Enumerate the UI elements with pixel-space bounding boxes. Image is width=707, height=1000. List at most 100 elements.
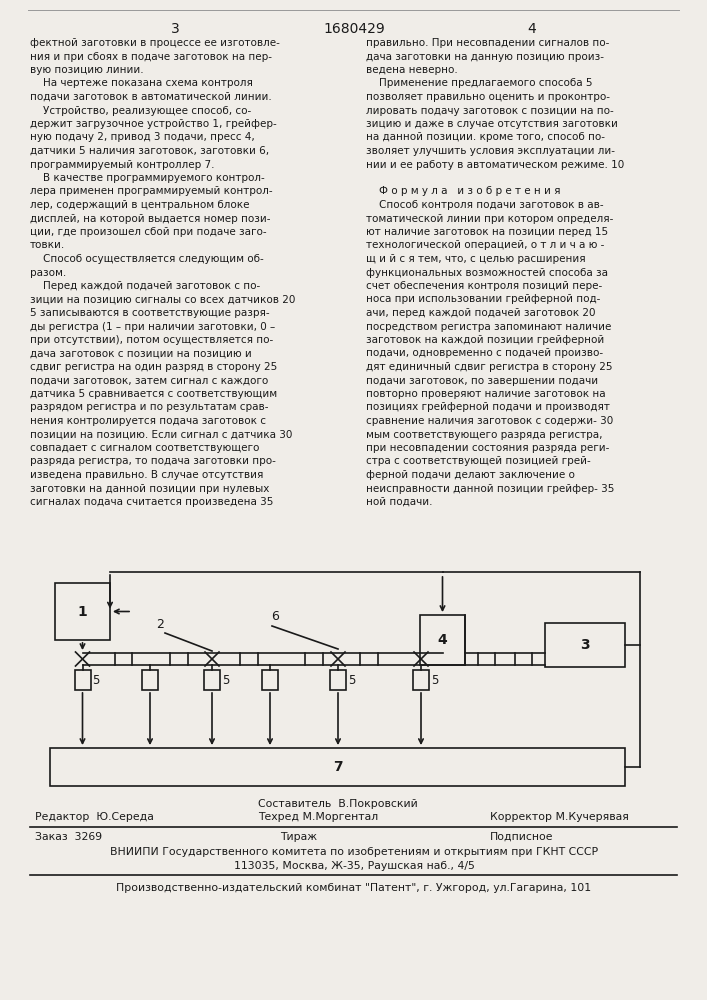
Text: дача заготовки на данную позицию произ-: дача заготовки на данную позицию произ-	[366, 51, 604, 62]
Text: дят единичный сдвиг регистра в сторону 25: дят единичный сдвиг регистра в сторону 2…	[366, 362, 612, 372]
Text: ачи, перед каждой подачей заготовок 20: ачи, перед каждой подачей заготовок 20	[366, 308, 595, 318]
Text: технологической операцией, о т л и ч а ю -: технологической операцией, о т л и ч а ю…	[366, 240, 604, 250]
Text: ферной подачи делают заключение о: ферной подачи делают заключение о	[366, 470, 575, 480]
Text: разрядом регистра и по результатам срав-: разрядом регистра и по результатам срав-	[30, 402, 269, 412]
Text: ют наличие заготовок на позиции перед 15: ют наличие заготовок на позиции перед 15	[366, 227, 608, 237]
Text: повторно проверяют наличие заготовок на: повторно проверяют наличие заготовок на	[366, 389, 606, 399]
Bar	[262, 670, 278, 690]
Text: 4: 4	[527, 22, 537, 36]
Bar	[142, 670, 158, 690]
Text: зиции на позицию сигналы со всех датчиков 20: зиции на позицию сигналы со всех датчико…	[30, 294, 296, 304]
Bar	[420, 615, 465, 665]
Bar	[204, 670, 220, 690]
Text: позволяет правильно оценить и проконтро-: позволяет правильно оценить и проконтро-	[366, 92, 610, 102]
Text: Подписное: Подписное	[490, 832, 554, 842]
Text: функциональных возможностей способа за: функциональных возможностей способа за	[366, 267, 608, 277]
Text: при несовпадении состояния разряда реги-: при несовпадении состояния разряда реги-	[366, 443, 609, 453]
Bar	[50, 748, 625, 786]
Text: 5: 5	[348, 674, 356, 686]
Text: товки.: товки.	[30, 240, 65, 250]
Text: датчики 5 наличия заготовок, заготовки 6,: датчики 5 наличия заготовок, заготовки 6…	[30, 146, 269, 156]
Text: ведена неверно.: ведена неверно.	[366, 65, 457, 75]
Text: Устройство, реализующее способ, со-: Устройство, реализующее способ, со-	[30, 105, 251, 115]
Text: стра с соответствующей позицией грей-: стра с соответствующей позицией грей-	[366, 456, 591, 466]
Text: сигналах подача считается произведена 35: сигналах подача считается произведена 35	[30, 497, 274, 507]
Text: ной подачи.: ной подачи.	[366, 497, 433, 507]
Text: щ и й с я тем, что, с целью расширения: щ и й с я тем, что, с целью расширения	[366, 254, 585, 264]
Text: Производственно-издательский комбинат "Патент", г. Ужгород, ул.Гагарина, 101: Производственно-издательский комбинат "П…	[117, 883, 592, 893]
Text: 5: 5	[93, 674, 100, 686]
Text: томатической линии при котором определя-: томатической линии при котором определя-	[366, 214, 614, 224]
Text: лера применен программируемый контрол-: лера применен программируемый контрол-	[30, 186, 273, 196]
Text: подачи, одновременно с подачей произво-: подачи, одновременно с подачей произво-	[366, 349, 603, 359]
Text: мым соответствующего разряда регистра,: мым соответствующего разряда регистра,	[366, 430, 602, 440]
Text: на данной позиции. кроме того, способ по-: на данной позиции. кроме того, способ по…	[366, 132, 605, 142]
Text: разом.: разом.	[30, 267, 66, 277]
Text: фектной заготовки в процессе ее изготовле-: фектной заготовки в процессе ее изготовл…	[30, 38, 280, 48]
Text: зицию и даже в случае отсутствия заготовки: зицию и даже в случае отсутствия заготов…	[366, 119, 618, 129]
Text: 1: 1	[78, 604, 88, 618]
Text: дисплей, на которой выдается номер пози-: дисплей, на которой выдается номер пози-	[30, 214, 271, 224]
Text: разряда регистра, то подача заготовки про-: разряда регистра, то подача заготовки пр…	[30, 456, 276, 466]
Text: нии и ее работу в автоматическом режиме. 10: нии и ее работу в автоматическом режиме.…	[366, 159, 624, 169]
Text: лировать подачу заготовок с позиции на по-: лировать подачу заготовок с позиции на п…	[366, 105, 614, 115]
Text: лер, содержащий в центральном блоке: лер, содержащий в центральном блоке	[30, 200, 250, 210]
Text: носа при использовании грейферной под-: носа при использовании грейферной под-	[366, 294, 600, 304]
Bar	[545, 623, 625, 667]
Text: нения контролируется подача заготовок с: нения контролируется подача заготовок с	[30, 416, 266, 426]
Bar	[413, 670, 429, 690]
Text: ния и при сбоях в подаче заготовок на пер-: ния и при сбоях в подаче заготовок на пе…	[30, 51, 272, 62]
Text: Применение предлагаемого способа 5: Применение предлагаемого способа 5	[366, 79, 592, 89]
Bar	[330, 670, 346, 690]
Text: посредством регистра запоминают наличие: посредством регистра запоминают наличие	[366, 322, 612, 332]
Text: датчика 5 сравнивается с соответствующим: датчика 5 сравнивается с соответствующим	[30, 389, 277, 399]
Text: сравнение наличия заготовок с содержи- 30: сравнение наличия заготовок с содержи- 3…	[366, 416, 613, 426]
Text: позиции на позицию. Если сигнал с датчика 30: позиции на позицию. Если сигнал с датчик…	[30, 430, 293, 440]
Text: счет обеспечения контроля позиций пере-: счет обеспечения контроля позиций пере-	[366, 281, 602, 291]
Text: держит загрузочное устройство 1, грейфер-: держит загрузочное устройство 1, грейфер…	[30, 119, 276, 129]
Text: зволяет улучшить условия эксплуатации ли-: зволяет улучшить условия эксплуатации ли…	[366, 146, 615, 156]
Text: при отсутствии), потом осуществляется по-: при отсутствии), потом осуществляется по…	[30, 335, 273, 345]
Text: ции, где произошел сбой при подаче заго-: ции, где произошел сбой при подаче заго-	[30, 227, 267, 237]
Text: подачи заготовок, затем сигнал с каждого: подачи заготовок, затем сигнал с каждого	[30, 375, 268, 385]
Text: совпадает с сигналом соответствующего: совпадает с сигналом соответствующего	[30, 443, 259, 453]
Text: Редактор  Ю.Середа: Редактор Ю.Середа	[35, 812, 154, 822]
Text: позициях грейферной подачи и производят: позициях грейферной подачи и производят	[366, 402, 610, 412]
Text: Заказ  3269: Заказ 3269	[35, 832, 102, 842]
Text: На чертеже показана схема контроля: На чертеже показана схема контроля	[30, 79, 253, 89]
Text: Перед каждой подачей заготовок с по-: Перед каждой подачей заготовок с по-	[30, 281, 260, 291]
Text: правильно. При несовпадении сигналов по-: правильно. При несовпадении сигналов по-	[366, 38, 609, 48]
Text: 113035, Москва, Ж-35, Раушская наб., 4/5: 113035, Москва, Ж-35, Раушская наб., 4/5	[233, 861, 474, 871]
Text: вую позицию линии.: вую позицию линии.	[30, 65, 144, 75]
Bar	[74, 670, 90, 690]
Text: 4: 4	[438, 633, 448, 647]
Text: В качестве программируемого контрол-: В качестве программируемого контрол-	[30, 173, 264, 183]
Text: программируемый контроллер 7.: программируемый контроллер 7.	[30, 159, 214, 169]
Text: 1680429: 1680429	[323, 22, 385, 36]
Text: 5 записываются в соответствующие разря-: 5 записываются в соответствующие разря-	[30, 308, 269, 318]
Text: Ф о р м у л а   и з о б р е т е н и я: Ф о р м у л а и з о б р е т е н и я	[366, 186, 561, 196]
Text: заготовки на данной позиции при нулевых: заготовки на данной позиции при нулевых	[30, 484, 269, 493]
Text: подачи заготовок, по завершении подачи: подачи заготовок, по завершении подачи	[366, 375, 598, 385]
Text: изведена правильно. В случае отсутствия: изведена правильно. В случае отсутствия	[30, 470, 264, 480]
Text: Корректор М.Кучерявая: Корректор М.Кучерявая	[490, 812, 629, 822]
Text: 5: 5	[222, 674, 229, 686]
Text: заготовок на каждой позиции грейферной: заготовок на каждой позиции грейферной	[366, 335, 604, 345]
Text: ную подачу 2, привод 3 подачи, пресс 4,: ную подачу 2, привод 3 подачи, пресс 4,	[30, 132, 255, 142]
Text: Способ контроля подачи заготовок в ав-: Способ контроля подачи заготовок в ав-	[366, 200, 604, 210]
Text: Способ осуществляется следующим об-: Способ осуществляется следующим об-	[30, 254, 264, 264]
Text: Составитель  В.Покровский: Составитель В.Покровский	[258, 799, 418, 809]
Text: Тираж: Тираж	[280, 832, 317, 842]
Text: сдвиг регистра на один разряд в сторону 25: сдвиг регистра на один разряд в сторону …	[30, 362, 277, 372]
Text: дача заготовок с позиции на позицию и: дача заготовок с позиции на позицию и	[30, 349, 252, 359]
Bar	[55, 583, 110, 640]
Text: 3: 3	[170, 22, 180, 36]
Text: Техред М.Моргентал: Техред М.Моргентал	[258, 812, 378, 822]
Text: 6: 6	[271, 610, 279, 623]
Text: подачи заготовок в автоматической линии.: подачи заготовок в автоматической линии.	[30, 92, 271, 102]
Text: ды регистра (1 – при наличии заготовки, 0 –: ды регистра (1 – при наличии заготовки, …	[30, 322, 275, 332]
Text: неисправности данной позиции грейфер- 35: неисправности данной позиции грейфер- 35	[366, 484, 614, 493]
Text: 3: 3	[580, 638, 590, 652]
Text: 2: 2	[156, 618, 164, 631]
Text: 5: 5	[431, 674, 438, 686]
